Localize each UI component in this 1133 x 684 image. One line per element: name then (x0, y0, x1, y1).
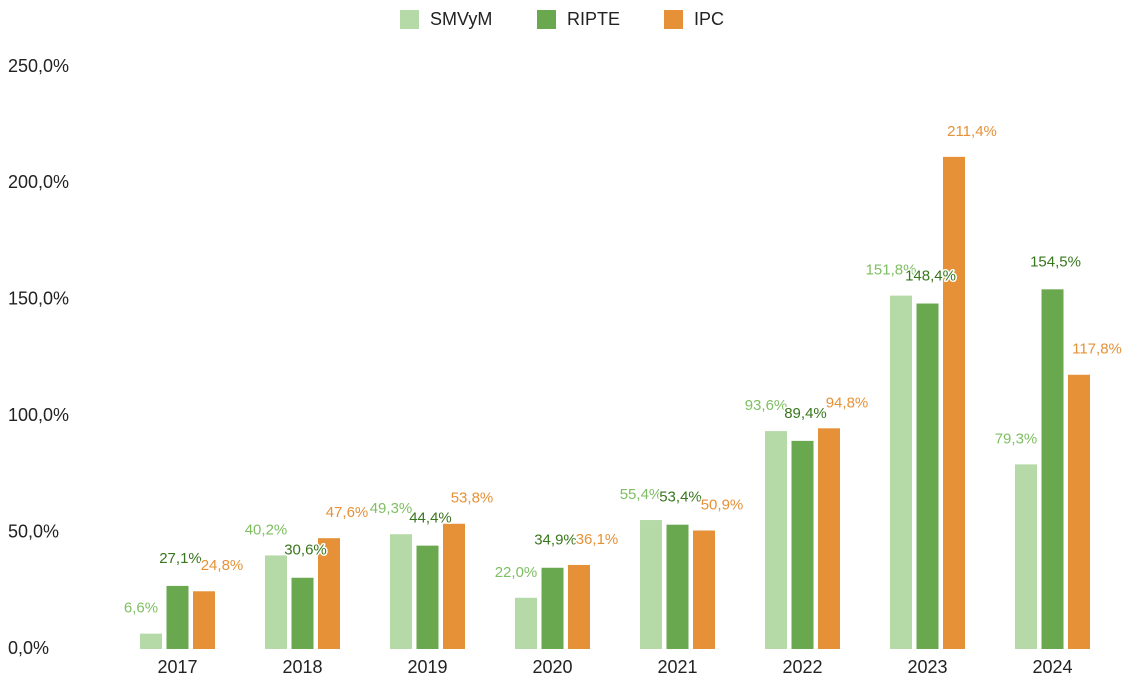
value-label: 55,4% (620, 486, 663, 503)
value-label: 24,8% (201, 557, 244, 574)
value-label: 50,9% (701, 496, 744, 513)
bar (291, 577, 314, 649)
bar (693, 530, 715, 649)
bar (541, 567, 564, 649)
bar (818, 428, 840, 649)
y-tick-label: 250,0% (8, 56, 69, 76)
y-tick-label: 150,0% (8, 289, 69, 309)
value-label: 22,0% (495, 564, 538, 581)
bar (1015, 464, 1037, 649)
value-label: 151,8% (866, 262, 917, 279)
x-tick-label: 2018 (282, 657, 322, 677)
value-label: 44,4% (409, 510, 452, 527)
value-label: 49,3% (370, 500, 413, 517)
value-label: 94,8% (826, 394, 869, 411)
value-label: 117,8% (1072, 341, 1122, 358)
legend-label: SMVyM (430, 9, 492, 29)
bar (265, 555, 287, 649)
bar (140, 633, 162, 649)
x-tick-label: 2021 (657, 657, 697, 677)
bar (193, 591, 215, 649)
value-label: 154,5% (1030, 253, 1081, 270)
y-tick-label: 0,0% (8, 638, 49, 658)
value-label: 47,6% (326, 504, 369, 521)
value-label: 36,1% (576, 531, 619, 548)
bar (640, 520, 662, 649)
y-tick-label: 100,0% (8, 405, 69, 425)
value-label: 40,2% (245, 521, 288, 538)
x-tick-label: 2019 (407, 657, 447, 677)
bar (916, 303, 939, 649)
value-label: 6,6% (124, 600, 158, 617)
value-label: 93,6% (745, 397, 788, 414)
bar (765, 431, 787, 649)
x-tick-label: 2023 (907, 657, 947, 677)
value-label: 34,9% (534, 532, 577, 549)
bar (666, 524, 689, 649)
x-tick-label: 2022 (782, 657, 822, 677)
legend-label: IPC (694, 9, 724, 29)
value-label: 89,4% (784, 405, 827, 422)
value-label: 53,4% (659, 489, 702, 506)
bar (416, 545, 439, 649)
value-label: 148,4% (905, 267, 956, 284)
y-tick-label: 50,0% (8, 521, 59, 541)
value-label: 79,3% (995, 430, 1038, 447)
bar (443, 523, 465, 649)
value-label: 30,6% (284, 542, 327, 559)
x-tick-label: 2024 (1032, 657, 1072, 677)
y-tick-label: 200,0% (8, 172, 69, 192)
x-tick-label: 2017 (157, 657, 197, 677)
bar (166, 585, 189, 649)
bar (568, 564, 590, 649)
legend-swatch (664, 10, 683, 29)
bar (390, 534, 412, 649)
bar (1068, 374, 1090, 649)
bar (890, 295, 912, 649)
bar (515, 597, 537, 649)
value-label: 53,8% (451, 490, 494, 507)
legend-label: RIPTE (567, 9, 620, 29)
value-label: 27,1% (159, 550, 202, 567)
bar (318, 538, 340, 649)
bar (791, 440, 814, 649)
legend-swatch (537, 10, 556, 29)
bar (943, 156, 965, 650)
legend-swatch (400, 10, 419, 29)
bar (1041, 289, 1064, 649)
value-label: 211,4% (947, 123, 997, 140)
x-tick-label: 2020 (532, 657, 572, 677)
